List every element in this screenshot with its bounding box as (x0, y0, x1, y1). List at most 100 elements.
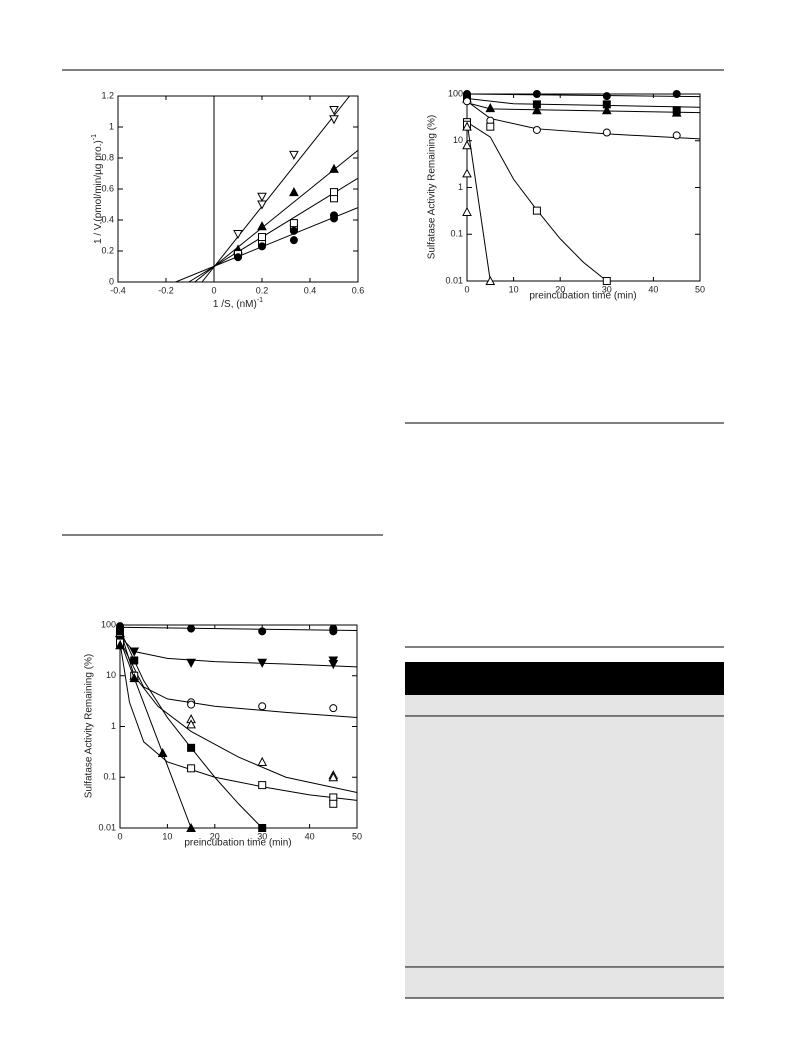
data-point (602, 128, 611, 137)
table-footer (405, 968, 724, 998)
data-point (257, 221, 267, 231)
x-tick-label: 10 (509, 284, 519, 294)
y-tick-label: 0.6 (101, 183, 114, 193)
x-tick-label: 0 (211, 285, 216, 295)
data-point (258, 627, 267, 636)
fit-line (467, 94, 700, 98)
fit-line (120, 640, 192, 828)
x-tick-label: 30 (257, 831, 267, 841)
data-point (672, 90, 681, 98)
data-point (289, 226, 298, 235)
y-tick-label: 0.01 (445, 275, 463, 285)
data-point (116, 627, 124, 636)
x-tick-label: -0.2 (158, 285, 174, 295)
y-tick-label: 1 (109, 121, 114, 131)
x-tick-label: 50 (352, 831, 362, 841)
data-point (532, 125, 541, 134)
y-tick-label: 100 (448, 88, 463, 98)
data-point (129, 647, 140, 657)
y-tick-label: 0.4 (101, 214, 114, 224)
fit-line (467, 121, 608, 281)
x-tick-label: 10 (162, 831, 172, 841)
y-axis-label-sup: -1 (91, 134, 98, 140)
data-point (330, 211, 338, 220)
data-point (186, 658, 196, 668)
data-point (485, 275, 496, 285)
fit-line (120, 635, 357, 668)
data-point (462, 168, 472, 178)
data-point (186, 822, 196, 832)
data-point (672, 131, 681, 140)
data-point (257, 192, 267, 202)
x-tick-label: -0.4 (110, 285, 126, 295)
data-point (329, 704, 338, 713)
data-point (258, 233, 266, 242)
table-header (405, 662, 724, 695)
data-point (115, 640, 125, 650)
fit-line (467, 98, 700, 108)
data-point (187, 624, 196, 633)
x-axis-label: 1 /S, (nM)-1 (213, 297, 263, 310)
data-point (329, 799, 338, 808)
x-tick-label: 20 (210, 831, 220, 841)
fit-line (120, 640, 357, 719)
data-point (130, 656, 139, 665)
x-axis-label-sup: -1 (257, 297, 263, 304)
y-tick-label: 0.2 (101, 245, 114, 255)
data-point (602, 92, 611, 101)
data-point (186, 719, 196, 729)
x-tick-label: 0.6 (352, 285, 365, 295)
data-point (462, 121, 472, 131)
y-axis-label: 1 / V,(pmol/min/µg pro.)-1 (91, 134, 104, 244)
data-point (289, 187, 299, 197)
data-point (462, 206, 472, 216)
y-axis-label-text: 1 / V,(pmol/min/µg pro.) (93, 140, 104, 244)
x-axis-label-text: 1 /S, (nM) (213, 299, 257, 310)
data-point (289, 236, 298, 245)
data-point (234, 253, 242, 262)
data-point (329, 627, 338, 636)
y-tick-label: 10 (106, 670, 116, 680)
data-point (289, 219, 298, 228)
data-point (330, 188, 338, 197)
data-point (157, 747, 168, 758)
y-tick-label: 0.1 (103, 772, 116, 782)
y-tick-label: 1 (111, 721, 116, 731)
fit-line (467, 122, 491, 281)
fit-line (201, 96, 350, 282)
data-point (328, 772, 339, 782)
data-point (187, 700, 196, 709)
data-point (187, 764, 196, 773)
y-tick-label: 0.8 (101, 152, 114, 162)
table-body (405, 717, 724, 967)
data-point (258, 824, 267, 832)
data-point (258, 781, 267, 790)
x-tick-label: 50 (695, 284, 705, 294)
x-tick-label: 20 (555, 284, 565, 294)
data-point (602, 277, 611, 285)
y-tick-label: 100 (101, 619, 116, 629)
data-point (532, 105, 542, 115)
data-point (601, 105, 612, 115)
y-tick-label: 0.01 (98, 822, 116, 832)
data-point (329, 163, 339, 173)
fit-line (120, 629, 357, 794)
data-point (328, 660, 339, 670)
x-tick-label: 40 (648, 284, 658, 294)
y-tick-label: 1.2 (101, 90, 114, 100)
data-point (258, 702, 267, 711)
data-point (486, 122, 495, 131)
data-point (329, 115, 339, 125)
x-tick-label: 0.2 (256, 285, 269, 295)
data-point (233, 229, 243, 240)
y-tick-label: 10 (453, 135, 463, 145)
x-tick-label: 0 (117, 831, 122, 841)
y-axis-label: Sulfatase Activity Remaining (%) (427, 115, 438, 260)
data-point (258, 242, 266, 251)
x-axis-label: preincubation time (min) (529, 291, 636, 302)
data-point (485, 103, 496, 113)
y-tick-label: 0.1 (450, 229, 463, 239)
data-point (257, 200, 267, 210)
